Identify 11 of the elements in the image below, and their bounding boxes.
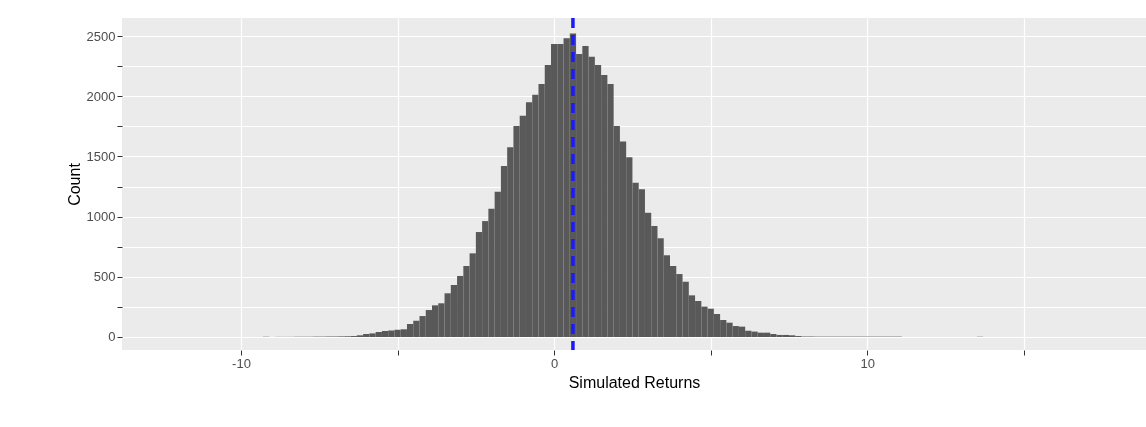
x-tick-label: 10 — [860, 355, 876, 371]
x-axis-title: Simulated Returns — [568, 373, 701, 391]
x-tick-label: 0 — [551, 355, 559, 371]
x-tick-label: -10 — [232, 355, 251, 371]
y-tick-label: 0 — [108, 329, 116, 345]
y-tick-label: 500 — [93, 269, 116, 285]
y-tick-label: 2000 — [86, 88, 116, 104]
y-tick-label: 1000 — [86, 209, 116, 225]
y-tick-label: 1500 — [86, 148, 116, 164]
y-tick-label: 2500 — [86, 28, 116, 44]
y-axis-title: Count — [65, 162, 83, 206]
